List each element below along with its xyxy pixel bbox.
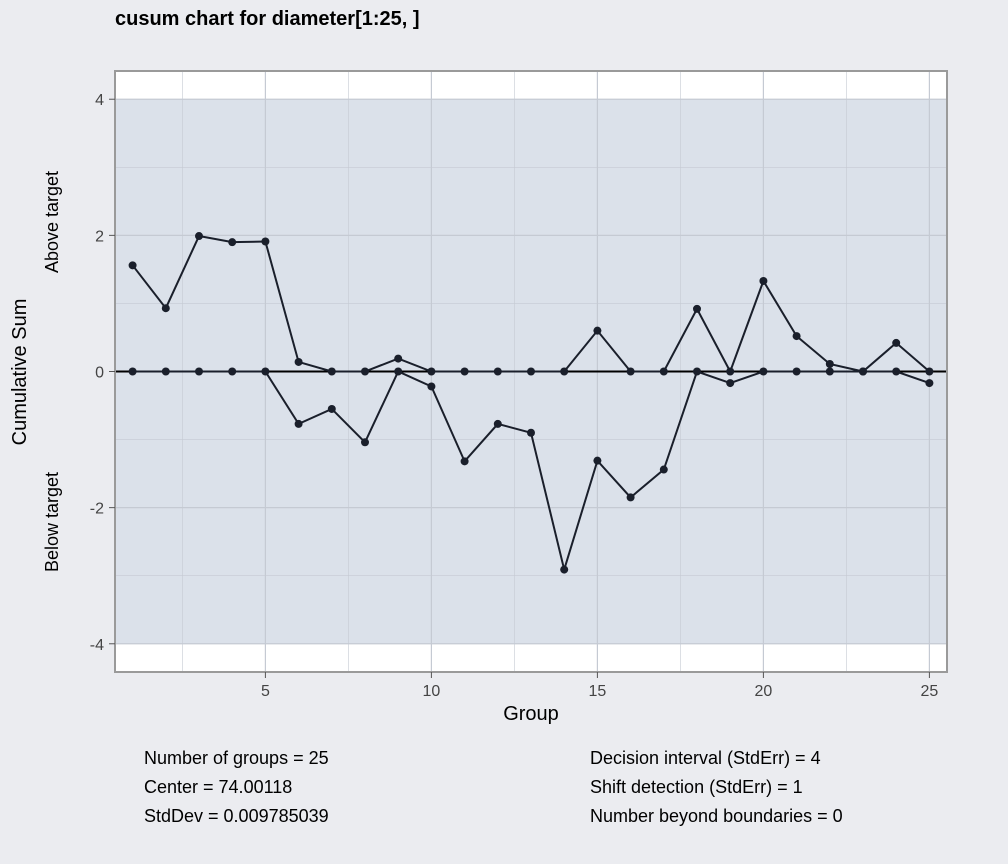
- data-point: [892, 338, 901, 347]
- chart-title: cusum chart for diameter[1:25, ]: [115, 8, 420, 30]
- data-point: [128, 261, 137, 270]
- data-point: [261, 237, 270, 246]
- data-point: [659, 465, 668, 474]
- y-axis-label: Cumulative Sum: [9, 299, 31, 446]
- y-tick-label: -2: [90, 501, 104, 518]
- data-point: [825, 360, 834, 369]
- data-point: [792, 332, 801, 341]
- data-point: [294, 419, 303, 428]
- x-tick-label: 5: [261, 683, 270, 700]
- data-point: [593, 326, 602, 335]
- series-lower: [128, 367, 934, 574]
- data-point: [527, 367, 535, 376]
- y-tick-label: 4: [95, 92, 104, 109]
- y-axis-label-below: Below target: [42, 472, 62, 572]
- data-point: [593, 456, 602, 465]
- x-tick-label: 20: [755, 683, 773, 700]
- data-point: [493, 367, 502, 376]
- x-tick-label: 10: [423, 683, 441, 700]
- y-axis-label-above: Above target: [42, 171, 62, 273]
- data-point: [626, 493, 635, 502]
- y-tick-label: -4: [90, 637, 104, 654]
- data-point: [294, 357, 303, 366]
- data-point: [228, 238, 237, 247]
- data-point: [726, 379, 735, 388]
- data-point: [460, 367, 469, 376]
- data-point: [361, 367, 369, 376]
- data-point: [726, 367, 735, 376]
- data-point: [693, 367, 701, 376]
- data-point: [626, 367, 635, 376]
- stats-right: Decision interval (StdErr) = 4 Shift det…: [590, 744, 843, 831]
- data-point: [327, 404, 336, 413]
- data-point: [261, 367, 270, 376]
- data-point: [195, 367, 203, 376]
- stat-number-of-groups: Number of groups = 25: [144, 748, 329, 768]
- data-point: [859, 367, 867, 376]
- series: [128, 232, 934, 574]
- data-point: [759, 367, 768, 376]
- data-point: [659, 367, 668, 376]
- data-point: [427, 367, 436, 376]
- data-point: [892, 367, 901, 376]
- stat-center: Center = 74.00118: [144, 777, 293, 797]
- y-tick-label: 0: [95, 365, 104, 382]
- data-point: [161, 367, 170, 376]
- data-point: [128, 367, 137, 376]
- stats-left: Number of groups = 25 Center = 74.00118 …: [144, 744, 329, 831]
- data-point: [560, 367, 569, 376]
- data-point: [759, 276, 768, 285]
- data-point: [460, 457, 469, 466]
- data-point: [493, 419, 502, 428]
- data-point: [693, 304, 701, 313]
- x-tick-label: 25: [921, 683, 939, 700]
- stat-decision-interval: Decision interval (StdErr) = 4: [590, 748, 821, 768]
- data-point: [228, 367, 237, 376]
- data-point: [161, 304, 170, 313]
- data-point: [527, 428, 535, 437]
- cusum-chart: cusum chart for diameter[1:25, ] -4 -2 0 2 4…: [9, 8, 948, 725]
- axis-ticks: -4 -2 0 2 4 5 10 15 20 25: [90, 92, 939, 700]
- stat-stddev: StdDev = 0.009785039: [144, 806, 329, 826]
- data-point: [925, 367, 934, 376]
- x-axis-label: Group: [503, 703, 559, 725]
- stat-beyond-boundaries: Number beyond boundaries = 0: [590, 806, 843, 826]
- x-tick-label: 15: [589, 683, 607, 700]
- data-point: [925, 379, 934, 388]
- data-point: [427, 382, 436, 391]
- data-point: [195, 232, 203, 241]
- data-point: [361, 438, 369, 447]
- data-point: [327, 367, 336, 376]
- y-tick-label: 2: [95, 228, 104, 245]
- data-point: [825, 367, 834, 376]
- data-point: [792, 367, 801, 376]
- data-point: [394, 354, 403, 363]
- stat-shift-detection: Shift detection (StdErr) = 1: [590, 777, 803, 797]
- data-point: [560, 565, 569, 574]
- data-point: [394, 367, 403, 376]
